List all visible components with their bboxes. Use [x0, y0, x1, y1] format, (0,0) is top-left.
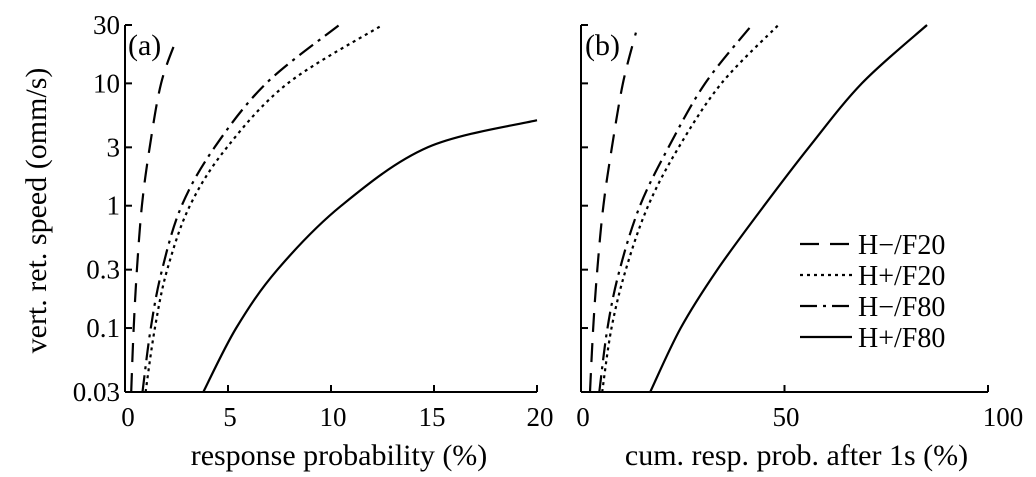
x-tick-label: 10 [320, 402, 347, 432]
legend-label: H−/F20 [858, 230, 945, 261]
series-line-h-f80 [141, 24, 340, 393]
x-tick-label: 50 [773, 402, 800, 432]
series-line-h-f20 [601, 24, 780, 393]
x-tick-label: 0 [121, 402, 135, 432]
x-tick-label: 15 [419, 402, 446, 432]
legend-label: H+/F20 [858, 261, 945, 292]
x-axis-title: cum. resp. prob. after 1s (%) [625, 439, 968, 472]
x-axis-title: response probability (%) [191, 439, 488, 472]
panel-b: 0 50 100 cum. resp. prob. after 1s (%) (b) [576, 24, 1024, 472]
panel-a: 0.03 0.1 0.3 1 3 10 30 0 5 10 15 20 response probabi… [20, 10, 554, 472]
x-tick-label: 5 [223, 402, 237, 432]
y-tick-label: 3 [107, 132, 121, 162]
y-tick-label: 0.1 [86, 313, 120, 343]
series-line-h-f20 [130, 38, 178, 393]
legend-label: H+/F80 [858, 323, 945, 354]
y-tick-label: 0.3 [86, 255, 120, 285]
x-tick-label: 0 [576, 402, 590, 432]
x-tick-label: 100 [983, 402, 1024, 432]
series-line-h-f80 [649, 24, 928, 393]
series-line-h-f80 [598, 24, 753, 393]
y-axis-title: vert. ret. speed (omm/s) [20, 68, 53, 354]
series-line-h-f20 [144, 24, 384, 393]
y-tick-label: 30 [93, 10, 120, 40]
panel-label: (b) [585, 29, 620, 62]
y-tick-label: 0.03 [73, 377, 120, 407]
y-tick-label: 1 [107, 191, 121, 221]
series-line-h-f80 [202, 119, 538, 393]
legend-label: H−/F80 [858, 292, 945, 323]
y-tick-label: 10 [93, 68, 120, 98]
x-tick-label: 20 [527, 402, 554, 432]
panel-label: (a) [128, 29, 161, 62]
series-line-h-f20 [588, 32, 637, 393]
